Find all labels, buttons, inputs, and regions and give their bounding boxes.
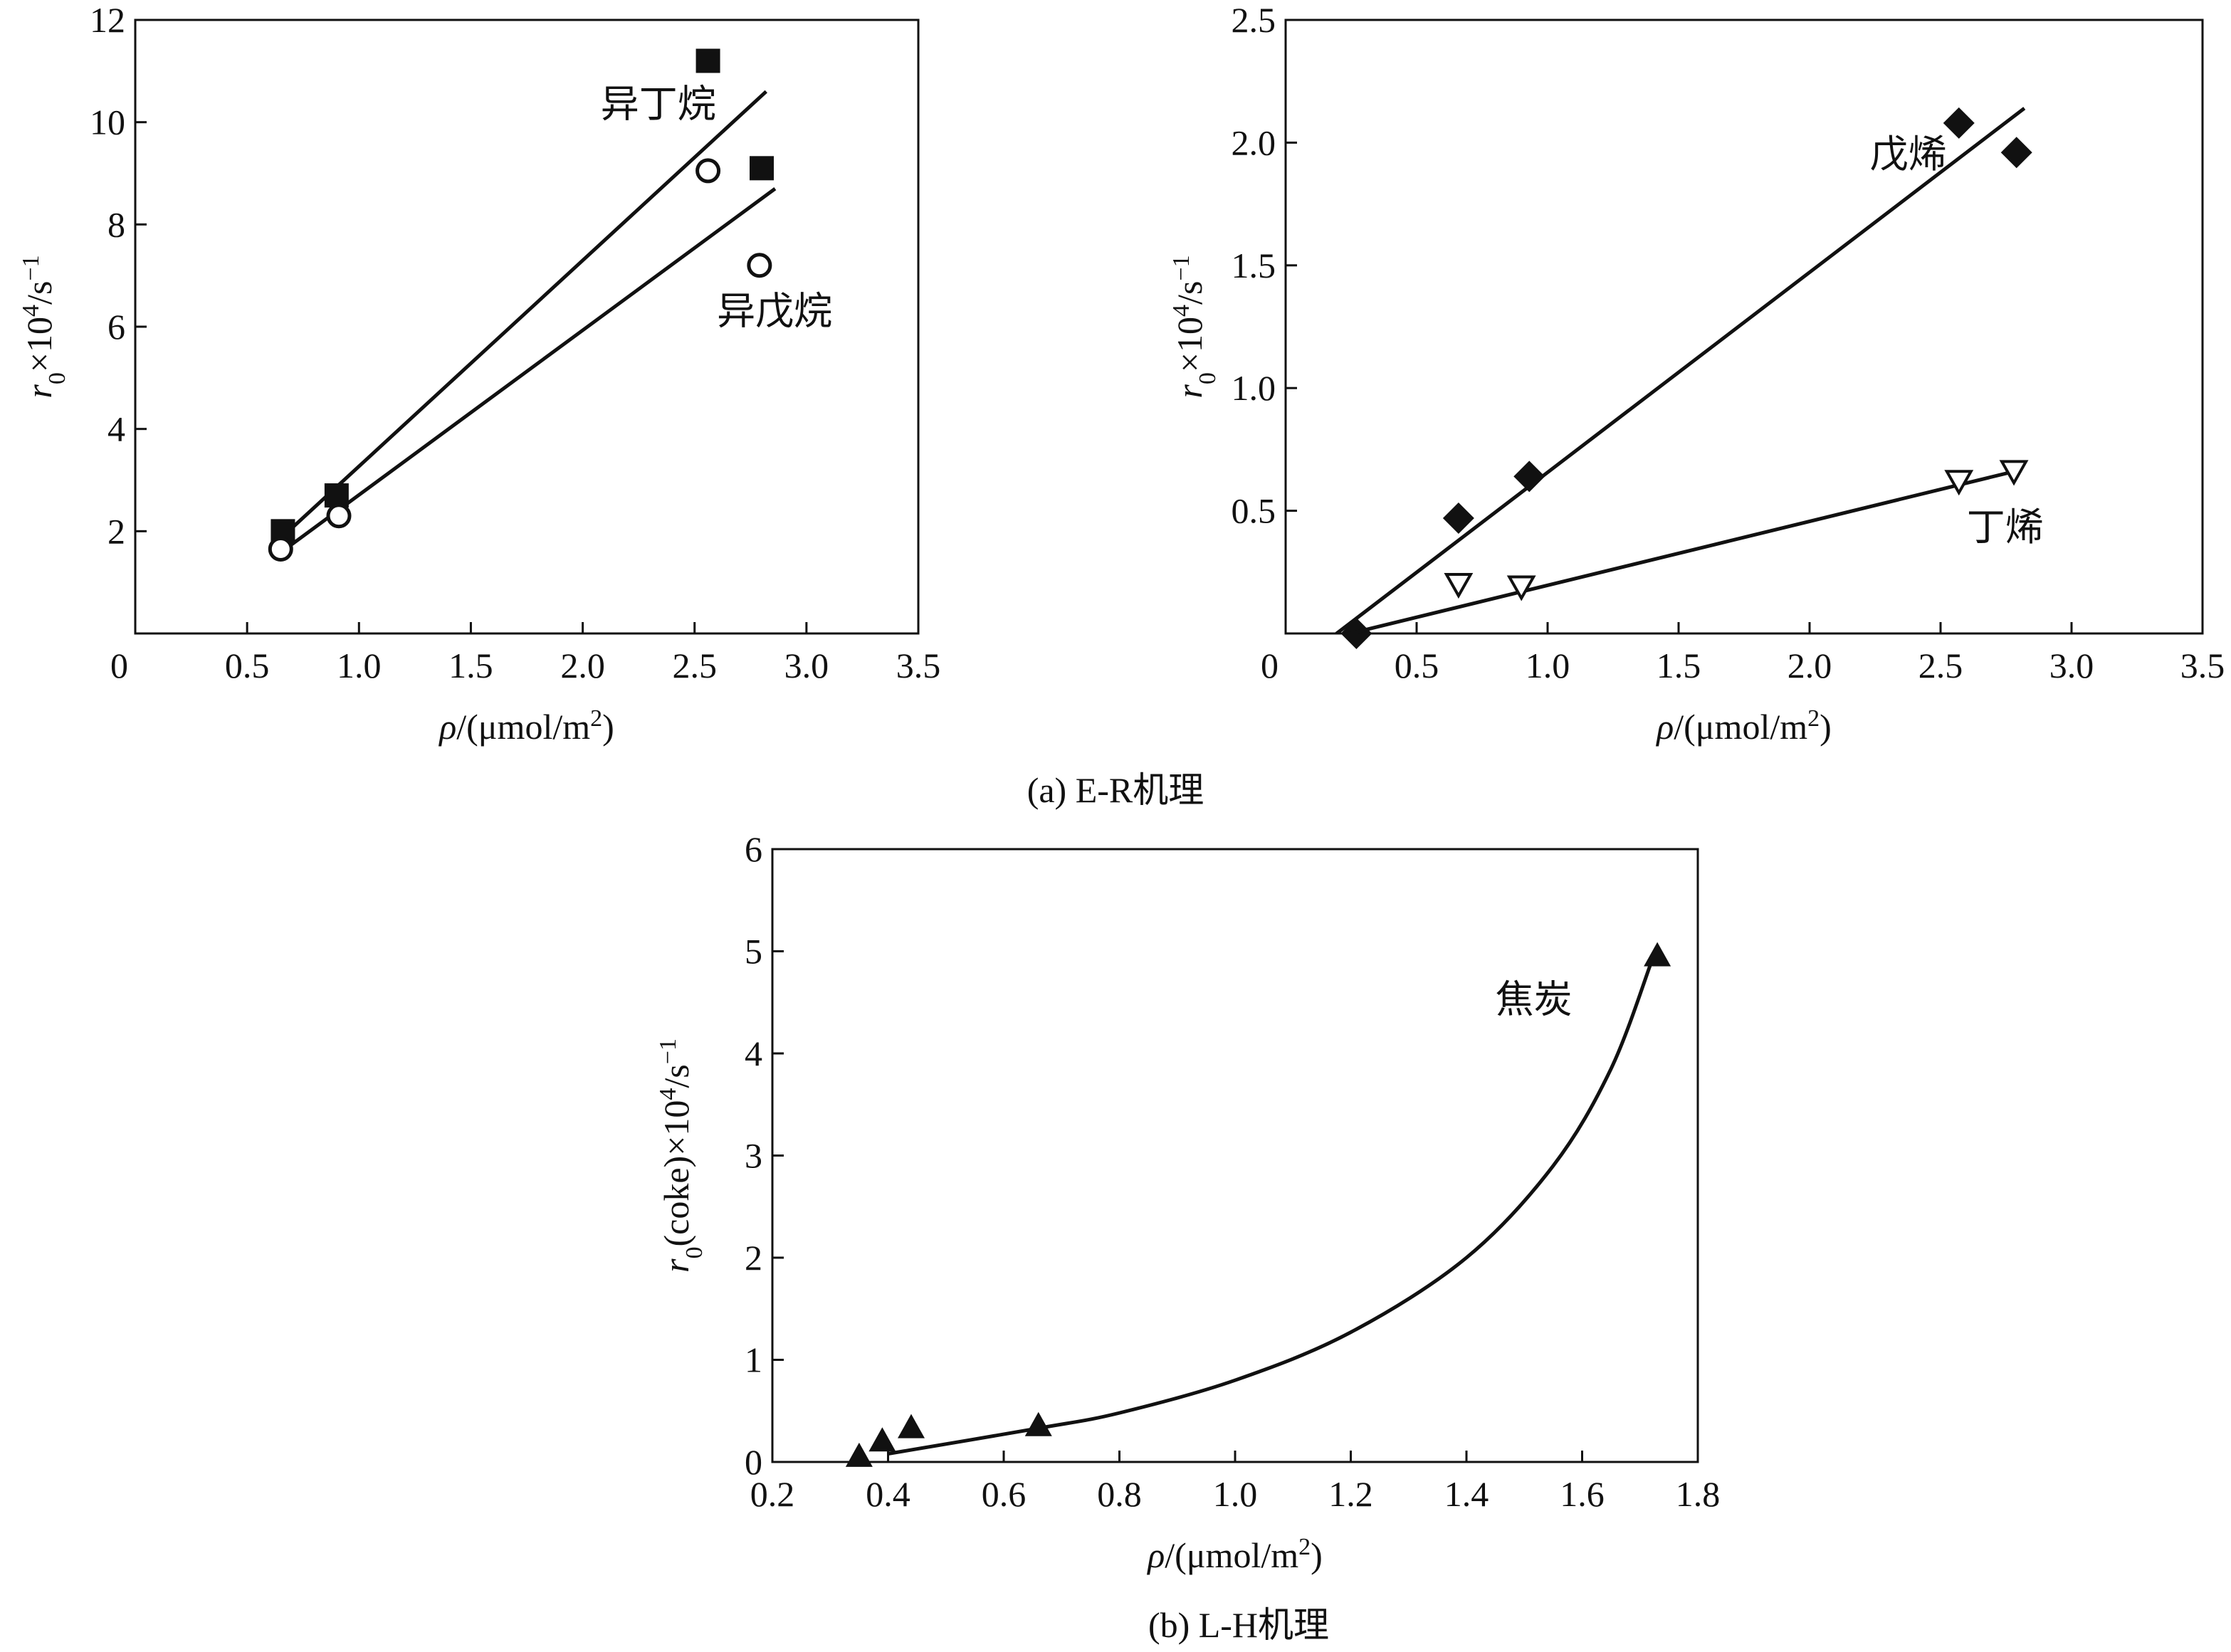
y-tick-label: 6 <box>107 307 125 347</box>
series-diamond: 戊烯 <box>1333 107 2032 649</box>
y-tick-label: 0.5 <box>1232 491 1276 531</box>
fit-line <box>281 90 767 538</box>
data-point-circle <box>268 536 293 562</box>
data-point-circle <box>695 158 721 184</box>
data-point-triangle <box>1506 575 1536 601</box>
y-axis-label: r0×104/s−1 <box>18 255 70 398</box>
data-point-diamond <box>1442 502 1474 534</box>
y-tick-label: 4 <box>745 1033 762 1073</box>
y-tick-label: 2.5 <box>1232 0 1276 40</box>
y-tick-label: 8 <box>107 204 125 244</box>
x-tick-label: 1.8 <box>1676 1474 1721 1514</box>
x-tick-label: 3.5 <box>896 646 941 685</box>
data-point-triangle <box>1644 942 1671 967</box>
data-point-circle <box>326 503 352 529</box>
fit-line <box>277 187 777 556</box>
data-point-triangle <box>1944 470 1974 496</box>
x-axis-label: ρ/(μmol/m2) <box>1146 1534 1323 1576</box>
fit-curve <box>888 960 1654 1456</box>
x-tick-label: 0.2 <box>750 1474 795 1514</box>
x-tick-label: 0.5 <box>1395 646 1439 685</box>
x-axis-label: ρ/(μmol/m2) <box>438 705 614 747</box>
y-tick-label: 1.0 <box>1232 368 1276 408</box>
x-tick-label: 1.0 <box>337 646 382 685</box>
x-tick-label: 3.0 <box>2049 646 2094 685</box>
x-tick-label: 1.6 <box>1560 1474 1605 1514</box>
chart-1-isobutane-isopentane: 0 0.5 1.0 1.5 2.0 2.5 3.0 3.5 2 4 6 8 10 12 ρ/(μmol/m2… <box>18 0 941 747</box>
series-label: 丁烯 <box>1967 505 2044 549</box>
y-tick-label: 5 <box>745 932 762 972</box>
fit-line <box>1333 107 2026 633</box>
y-tick-label: 1 <box>745 1340 762 1380</box>
y-axis-label: r0×104/s−1 <box>1168 255 1221 398</box>
data-point-diamond <box>1943 107 1975 139</box>
x-tick-label: 3.5 <box>2180 646 2225 685</box>
x-axis-label: ρ/(μmol/m2) <box>1655 705 1832 747</box>
y-tick-label: 3 <box>745 1136 762 1176</box>
series-square: 异丁烷 <box>271 48 774 544</box>
y-tick-label: 12 <box>90 0 125 40</box>
x-tick-label: 0.6 <box>982 1474 1027 1514</box>
y-axis-label: r0(coke)×104/s−1 <box>655 1038 708 1273</box>
x-tick-label: 0.4 <box>866 1474 910 1514</box>
x-tick-label: 2.0 <box>1788 646 1832 685</box>
data-point-square <box>750 156 774 181</box>
fit-line <box>1343 470 2015 633</box>
x-tick-label: 2.5 <box>1918 646 1963 685</box>
data-point-diamond <box>1513 461 1545 493</box>
x-tick-label: 1.2 <box>1328 1474 1373 1514</box>
chart-2-pentene-butene: 0 0.5 1.0 1.5 2.0 2.5 3.0 3.5 0.5 1.0 1.5 2.0 2.5 ρ/(… <box>1168 0 2225 747</box>
data-point-triangle <box>1999 460 2029 486</box>
y-tick-label: 2 <box>745 1238 762 1278</box>
x-tick-label: 1.0 <box>1213 1474 1258 1514</box>
x-tick-label: 1.0 <box>1526 646 1570 685</box>
y-tick-label: 2 <box>107 511 125 551</box>
y-tick-label: 0 <box>745 1442 762 1482</box>
chart-3-coke: 0.2 0.4 0.6 0.8 1.0 1.2 1.4 1.6 1.8 0 1 2 3 4 5 6 ρ/(μmo… <box>655 829 1721 1575</box>
data-point-triangle <box>898 1414 925 1438</box>
data-point-diamond <box>2000 137 2032 169</box>
data-point-triangle <box>1444 573 1474 599</box>
series-triangle-up: 焦炭 <box>845 942 1671 1467</box>
y-tick-label: 6 <box>745 829 762 869</box>
x-tick-label: 0 <box>1261 646 1279 685</box>
series-label: 异丁烷 <box>601 81 716 126</box>
x-tick-label: 1.5 <box>448 646 493 685</box>
y-tick-label: 4 <box>107 409 125 449</box>
series-label: 焦炭 <box>1496 977 1573 1022</box>
series-label: 戊烯 <box>1870 132 1947 177</box>
data-point-triangle <box>845 1442 873 1467</box>
series-label: 异戊烷 <box>717 288 832 333</box>
data-point-circle <box>747 253 772 278</box>
x-tick-label: 0.5 <box>225 646 270 685</box>
x-tick-label: 3.0 <box>784 646 829 685</box>
plot-frame <box>1284 19 2204 635</box>
y-tick-label: 10 <box>90 102 125 142</box>
caption-a: (a) E-R机理 <box>1027 770 1204 810</box>
x-tick-label: 1.5 <box>1657 646 1701 685</box>
x-tick-label: 0 <box>110 646 128 685</box>
series-triangle-down-open: 丁烯 <box>1343 460 2044 633</box>
data-point-square <box>695 48 720 73</box>
y-tick-label: 2.0 <box>1232 122 1276 162</box>
x-tick-label: 2.0 <box>560 646 605 685</box>
x-tick-label: 0.8 <box>1097 1474 1142 1514</box>
series-circle: 异戊烷 <box>268 158 832 562</box>
data-point-triangle <box>868 1427 896 1452</box>
data-point-triangle <box>1024 1411 1052 1436</box>
x-tick-label: 1.4 <box>1444 1474 1489 1514</box>
caption-b: (b) L-H机理 <box>1148 1605 1329 1645</box>
x-tick-label: 2.5 <box>672 646 717 685</box>
y-tick-label: 1.5 <box>1232 246 1276 285</box>
